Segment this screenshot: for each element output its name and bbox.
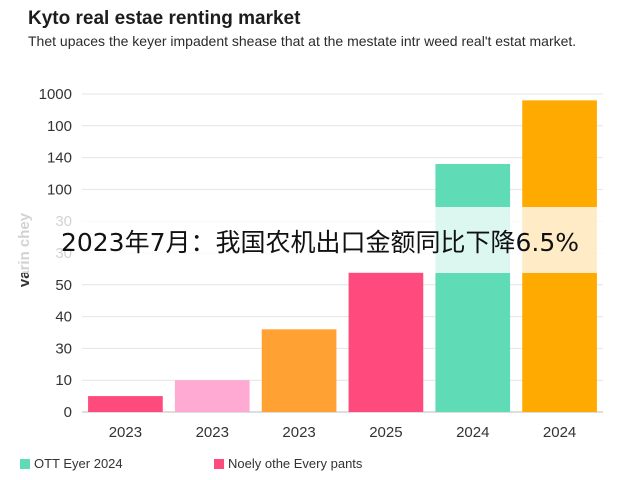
y-tick-label: 1000	[39, 86, 72, 103]
y-tick-label: 100	[47, 181, 72, 198]
bar	[435, 163, 511, 412]
legend-swatch-2	[214, 458, 224, 469]
y-tick-label: 30	[55, 340, 72, 357]
y-tick-label: 140	[47, 150, 72, 167]
x-tick-label: 2025	[369, 424, 402, 441]
y-tick-label: 50	[55, 277, 72, 294]
overlay-caption: 2023年7月：我国农机出口金额同比下降6.5%	[60, 228, 580, 257]
chart-subtitle: Thet upaces the keyer impadent shease th…	[28, 33, 577, 49]
x-tick-label: 2023	[282, 424, 315, 441]
bar	[348, 272, 424, 412]
legend-item-1: OTT Eyer 2024	[20, 456, 123, 471]
y-tick-label: 100	[47, 118, 72, 135]
bar	[261, 329, 337, 412]
x-tick-label: 2024	[543, 424, 576, 441]
y-tick-label: 40	[55, 309, 72, 326]
caption-band	[0, 207, 640, 273]
y-tick-label: 10	[55, 372, 72, 389]
legend-label-1: OTT Eyer 2024	[34, 456, 123, 471]
x-tick-label: 2023	[196, 424, 229, 441]
legend-item-2: Noely othe Every pants	[214, 456, 362, 471]
legend-label-2: Noely othe Every pants	[228, 456, 363, 471]
x-tick-label: 2024	[456, 424, 489, 441]
y-tick-label: 0	[64, 404, 72, 421]
bar	[88, 396, 163, 412]
chart-title: Kyto real estae renting market	[28, 8, 301, 29]
bar	[174, 380, 250, 412]
legend-swatch-1	[20, 458, 30, 469]
x-tick-label: 2023	[109, 424, 142, 441]
